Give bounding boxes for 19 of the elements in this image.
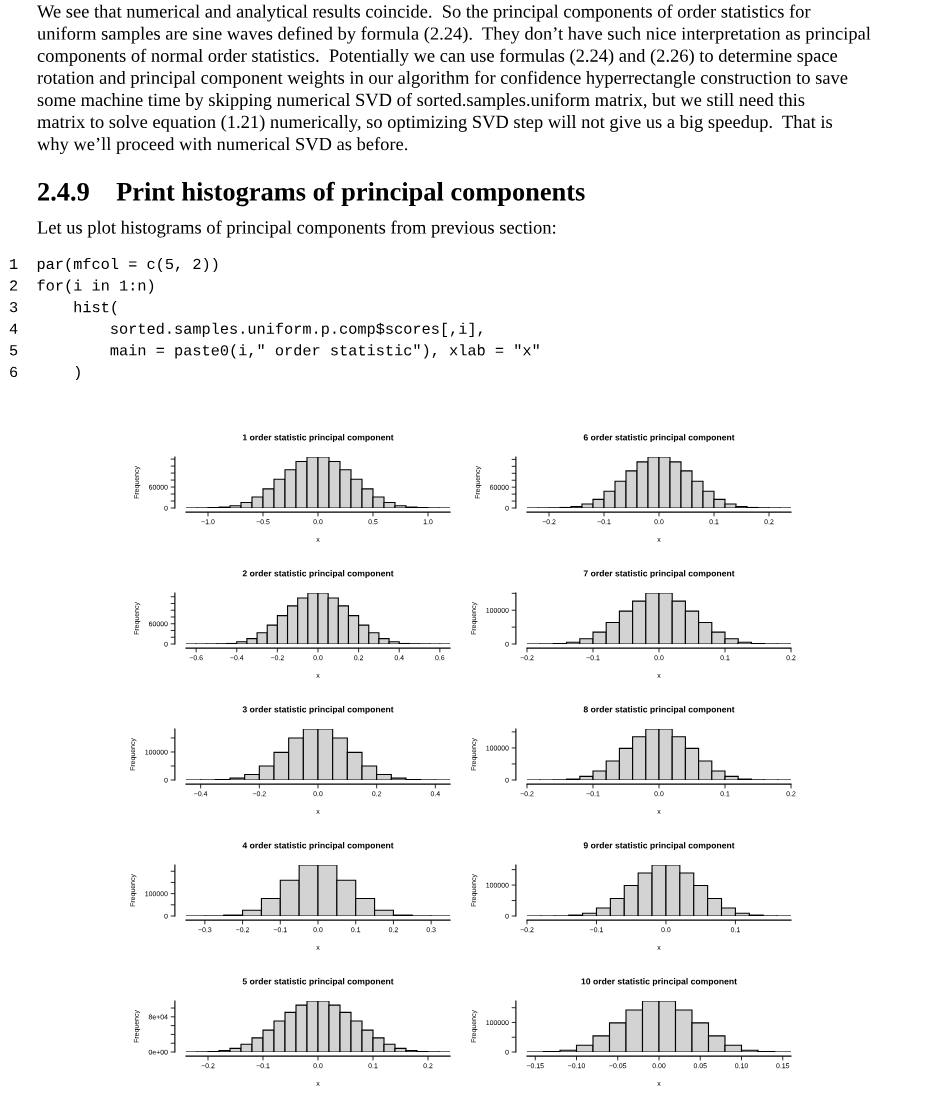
text: 4 sorted.samples.uniform.p.comp$scores[,i], [9, 322, 482, 337]
text: We see that numerical and analytical results coincide. So the principal components of order statistics for uniform samples are sine waves defined by formula (2.24). They don’t have such nice interpretation as principal components of normal order statistics. Potentially we can use formulas (2.24) and (2.26) to determine space rotation and principal component weights in our algorithm for confidence hyperrectangle construction to save some machine time by skipping numerical SVD of sorted.samples.uniform matrix, but we still need this matrix to solve equation (1.21) numerically, so optimizing SVD step will not give us a big speedup. That is why we’ll proceed with numerical SVD as before. [37, 4, 871, 155]
text: 3 hist( [9, 301, 117, 316]
chart-title: 3 order statistic principal component [242, 706, 394, 715]
text: 2 for(i in 1:n) [10, 279, 154, 294]
text: 1 par(mfcol = c(5, 2)) [10, 257, 218, 273]
text: 6 ) [10, 365, 80, 381]
text: 5 main = paste0(i," order statistic"), xlab = "x" [9, 344, 539, 359]
chart-title: 8 order statistic principal component [583, 706, 735, 715]
text: 2.4.9 Print histograms of principal components [38, 181, 585, 207]
chart-title: 4 order statistic principal component [242, 842, 394, 851]
chart-title: 10 order statistic principal component [581, 978, 737, 987]
chart-title: 1 order statistic principal component [242, 434, 394, 443]
chart-title: 6 order statistic principal component [583, 434, 735, 443]
text: Let us plot histograms of principal components from previous section: [37, 220, 556, 238]
chart-title: 9 order statistic principal component [583, 842, 735, 851]
chart-title: 2 order statistic principal component [242, 570, 394, 579]
chart-title: 5 order statistic principal component [242, 978, 394, 987]
chart-title: 7 order statistic principal component [583, 570, 735, 579]
